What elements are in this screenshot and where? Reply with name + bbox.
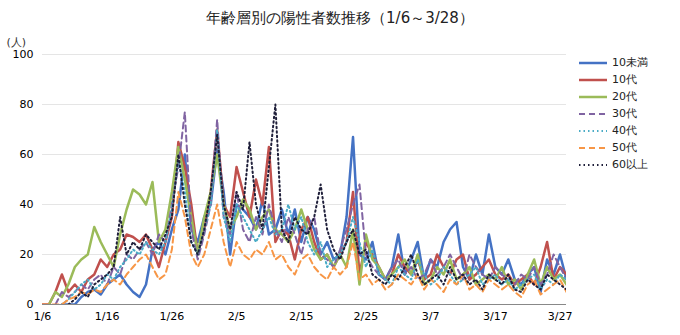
html-text:60以上: 60以上 (612, 158, 648, 171)
svg-text:3/27: 3/27 (548, 310, 573, 323)
html-text:50代: 50代 (612, 141, 637, 154)
svg-text:100: 100 (13, 48, 34, 61)
svg-text:1/16: 1/16 (95, 310, 120, 323)
svg-text:40: 40 (20, 198, 34, 211)
svg-text:3/17: 3/17 (483, 310, 508, 323)
svg-text:1/26: 1/26 (160, 310, 185, 323)
svg-text:2/25: 2/25 (354, 310, 379, 323)
svg-text:3/7: 3/7 (422, 310, 440, 323)
svg-text:(人): (人) (7, 36, 27, 49)
svg-text:1/6: 1/6 (34, 310, 52, 323)
svg-text:2/15: 2/15 (289, 310, 314, 323)
svg-text:20: 20 (20, 248, 34, 261)
svg-text:80: 80 (20, 98, 34, 111)
svg-text:2/5: 2/5 (228, 310, 246, 323)
html-text:10未満: 10未満 (612, 56, 648, 69)
html-text:年齢層別の陽性者数推移（1/6～3/28）: 年齢層別の陽性者数推移（1/6～3/28） (206, 9, 474, 27)
svg-text:60: 60 (20, 148, 34, 161)
html-text:20代: 20代 (612, 90, 637, 103)
html-text:30代: 30代 (612, 107, 637, 120)
html-text:40代: 40代 (612, 124, 637, 137)
svg-text:0: 0 (27, 298, 34, 311)
html-text:10代: 10代 (612, 73, 637, 86)
